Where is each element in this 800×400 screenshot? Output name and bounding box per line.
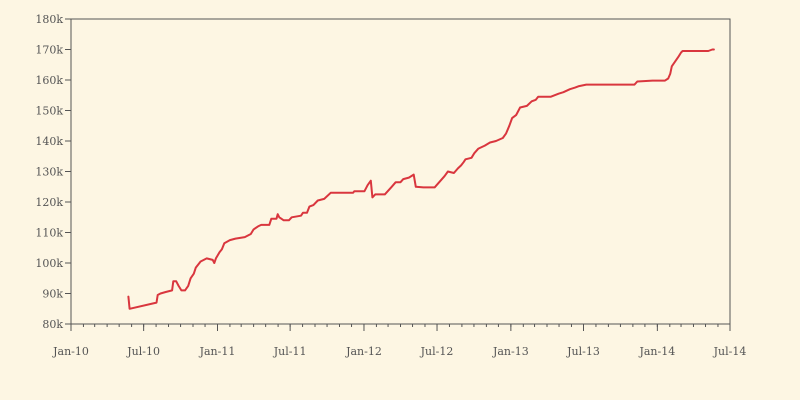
y-tick-label: 80k — [42, 318, 63, 331]
y-tick-label: 140k — [35, 135, 63, 148]
y-tick-label: 130k — [35, 166, 63, 179]
x-axis: Jan-10 Jul-10 Jan-11 Jul-11 Jan-12 Jul-12 Jan-… — [52, 324, 746, 358]
x-tick-label: Jan-13 — [492, 345, 529, 358]
x-tick-label: Jul-13 — [566, 345, 600, 358]
x-tick-label: Jan-11 — [199, 345, 236, 358]
x-tick-label: Jul-12 — [420, 345, 454, 358]
x-tick-label: Jan-12 — [345, 345, 382, 358]
y-tick-label: 180k — [35, 13, 63, 26]
x-tick-label: Jan-10 — [52, 345, 89, 358]
y-tick-label: 110k — [35, 227, 63, 240]
y-tick-label: 100k — [35, 257, 63, 270]
y-tick-label: 170k — [35, 44, 63, 57]
series-layer — [127, 48, 715, 310]
y-tick-label: 120k — [35, 196, 63, 209]
x-tick-label: Jan-14 — [638, 345, 675, 358]
x-tick-label: Jul-11 — [273, 345, 307, 358]
series-line-0 — [127, 48, 715, 310]
x-tick-label: Jul-14 — [713, 345, 747, 358]
x-tick-label: Jul-10 — [126, 345, 160, 358]
y-tick-label: 160k — [35, 74, 63, 87]
y-tick-label: 90k — [42, 288, 63, 301]
y-tick-label: 150k — [35, 105, 63, 118]
y-axis: 80k 90k 100k 110k 120k 130k 140k 150k 160k 170k 18… — [35, 13, 71, 331]
